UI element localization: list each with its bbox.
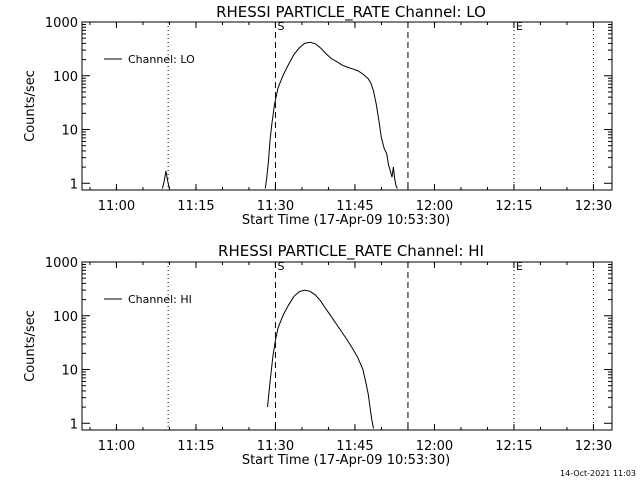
x-tick-label: 12:30 <box>575 199 612 214</box>
x-tick-label: 12:15 <box>495 439 532 454</box>
panel-hi: RHESSI PARTICLE_RATE Channel: HIS E 11:00 1… <box>23 242 613 468</box>
plot-frame <box>81 261 613 431</box>
x-tick-label: 11:00 <box>98 199 135 214</box>
x-tick-label: 11:45 <box>336 439 373 454</box>
event-marker-label: E <box>516 20 523 33</box>
y-tick-label: 1000 <box>45 256 78 271</box>
x-tick-label: 12:00 <box>416 199 453 214</box>
chart-title: RHESSI PARTICLE_RATE Channel: HI <box>218 242 484 261</box>
y-tick-label: 100 <box>53 310 78 325</box>
y-axis-label: Counts/sec <box>23 310 38 382</box>
y-tick-label: 1 <box>70 417 78 432</box>
x-axis-label: Start Time (17-Apr-09 10:53:30) <box>242 213 450 228</box>
x-tick-label: 11:00 <box>98 439 135 454</box>
y-axis-label: Counts/sec <box>23 70 38 142</box>
event-marker-label: S <box>277 260 284 273</box>
plot-frame <box>81 21 613 191</box>
y-tick-label: 100 <box>53 70 78 85</box>
x-tick-label: 11:30 <box>257 199 294 214</box>
y-tick-label: 10 <box>61 124 78 139</box>
event-marker-label: S <box>277 20 284 33</box>
x-tick-label: 12:00 <box>416 439 453 454</box>
x-tick-label: 11:45 <box>336 199 373 214</box>
legend-label: Channel: HI <box>128 293 192 306</box>
panel-lo: RHESSI PARTICLE_RATE Channel: LOS E 11:00 1… <box>23 3 613 228</box>
x-tick-label: 11:30 <box>257 439 294 454</box>
event-marker-label: E <box>516 260 523 273</box>
series-line <box>161 41 398 189</box>
series-line <box>267 289 374 429</box>
x-tick-label: 12:30 <box>575 439 612 454</box>
footer-timestamp: 14-Oct-2021 11:03 <box>560 469 636 478</box>
x-tick-label: 12:15 <box>495 199 532 214</box>
x-axis-label: Start Time (17-Apr-09 10:53:30) <box>242 453 450 468</box>
x-tick-label: 11:15 <box>177 439 214 454</box>
x-tick-label: 11:15 <box>177 199 214 214</box>
y-tick-label: 10 <box>61 364 78 379</box>
chart-title: RHESSI PARTICLE_RATE Channel: LO <box>216 3 486 22</box>
y-tick-label: 1000 <box>45 16 78 31</box>
legend-label: Channel: LO <box>128 53 195 66</box>
y-tick-label: 1 <box>70 177 78 192</box>
